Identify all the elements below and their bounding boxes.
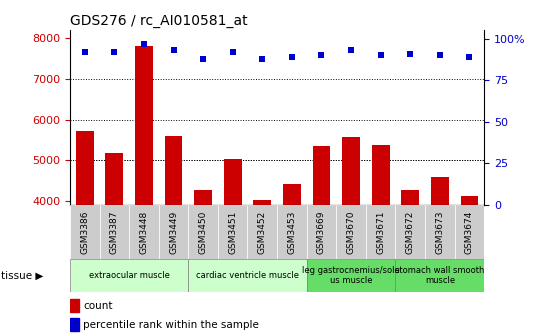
Point [376,52,385,58]
Point [139,41,148,46]
FancyBboxPatch shape [100,205,129,259]
Bar [76,131,94,205]
FancyBboxPatch shape [395,259,484,292]
FancyBboxPatch shape [247,205,277,259]
Bar [372,145,390,205]
Text: GSM3450: GSM3450 [199,210,208,254]
Text: cardiac ventricle muscle: cardiac ventricle muscle [196,271,299,280]
Bar [313,145,330,205]
FancyBboxPatch shape [188,259,307,292]
Text: GSM3449: GSM3449 [169,210,178,254]
Point [465,54,473,59]
Bar [194,190,212,205]
Text: GSM3671: GSM3671 [376,210,385,254]
FancyBboxPatch shape [277,205,307,259]
FancyBboxPatch shape [395,205,425,259]
Bar [70,318,79,331]
Point [169,47,178,53]
Text: GSM3453: GSM3453 [287,210,296,254]
FancyBboxPatch shape [70,259,188,292]
Text: GSM3452: GSM3452 [258,210,267,254]
Bar [224,159,242,205]
FancyBboxPatch shape [218,205,247,259]
Text: tissue ▶: tissue ▶ [1,270,43,281]
Point [228,49,237,54]
Text: GSM3673: GSM3673 [435,210,444,254]
Text: GSM3386: GSM3386 [80,210,89,254]
Text: GSM3448: GSM3448 [139,210,148,254]
Bar [401,190,419,205]
FancyBboxPatch shape [159,205,188,259]
Bar [342,137,360,205]
Point [346,47,355,53]
Bar [283,184,301,205]
Text: extraocular muscle: extraocular muscle [89,271,169,280]
Bar [431,177,449,205]
FancyBboxPatch shape [307,259,395,292]
Bar [461,197,478,205]
Text: stomach wall smooth
muscle: stomach wall smooth muscle [395,266,485,285]
Text: GSM3451: GSM3451 [228,210,237,254]
Point [80,49,89,54]
Bar [70,299,79,312]
Point [406,51,414,56]
Point [287,54,296,59]
FancyBboxPatch shape [336,205,366,259]
Bar [135,46,153,205]
FancyBboxPatch shape [129,205,159,259]
Text: GSM3387: GSM3387 [110,210,119,254]
FancyBboxPatch shape [307,205,336,259]
Text: count: count [83,301,112,311]
FancyBboxPatch shape [425,205,455,259]
FancyBboxPatch shape [366,205,395,259]
Text: GSM3669: GSM3669 [317,210,326,254]
Point [435,52,444,58]
Text: GSM3670: GSM3670 [346,210,356,254]
Text: percentile rank within the sample: percentile rank within the sample [83,320,259,330]
Point [199,56,207,61]
Bar [165,136,182,205]
Point [110,49,118,54]
FancyBboxPatch shape [188,205,218,259]
Text: leg gastrocnemius/sole
us muscle: leg gastrocnemius/sole us muscle [302,266,400,285]
Bar [105,153,123,205]
Point [317,52,325,58]
Point [258,56,266,61]
Text: GSM3674: GSM3674 [465,210,474,254]
Text: GDS276 / rc_AI010581_at: GDS276 / rc_AI010581_at [70,14,247,28]
Bar [253,200,271,205]
Text: GSM3672: GSM3672 [406,210,415,254]
FancyBboxPatch shape [70,205,100,259]
FancyBboxPatch shape [455,205,484,259]
